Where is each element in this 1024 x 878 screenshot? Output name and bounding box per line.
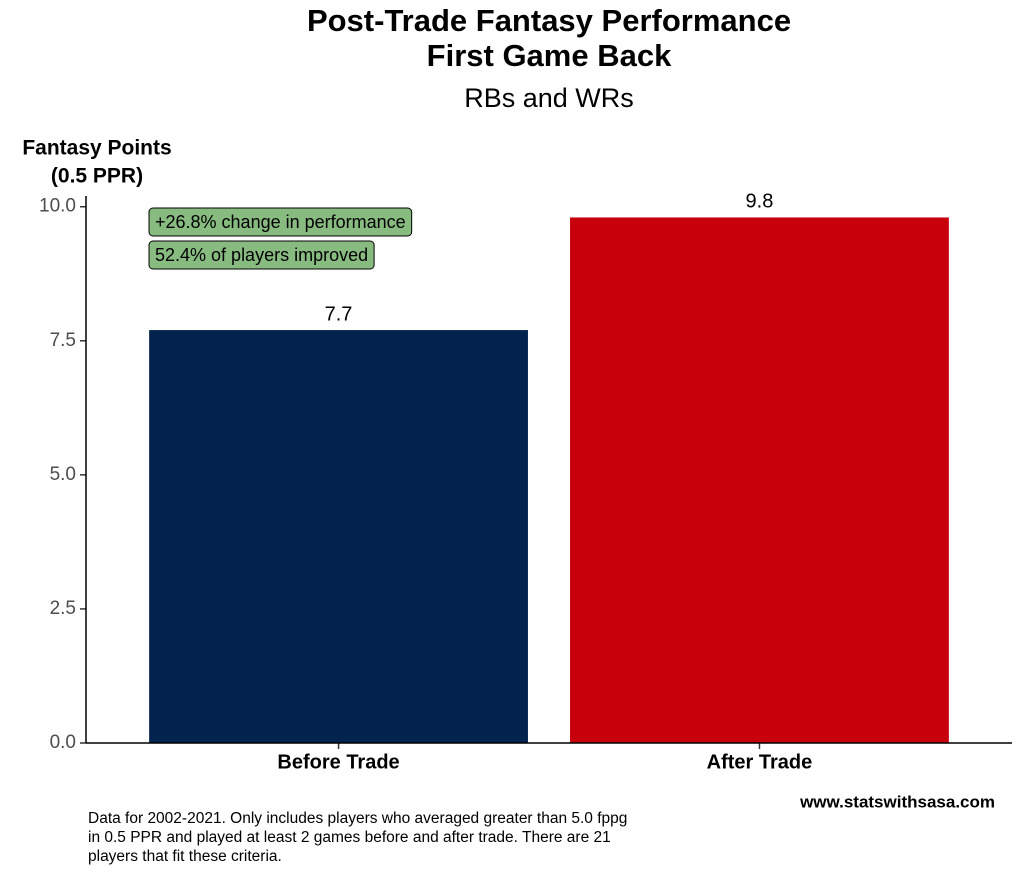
bar	[149, 330, 528, 743]
annotation: +26.8% change in performance	[155, 212, 406, 232]
x-tick-label: Before Trade	[277, 751, 399, 773]
chart-subtitle: RBs and WRs	[464, 83, 634, 113]
x-tick-label: After Trade	[707, 751, 813, 773]
annotation: 52.4% of players improved	[155, 245, 368, 265]
value-label: 9.8	[746, 191, 774, 213]
y-tick-label: 2.5	[50, 598, 76, 619]
y-tick-label: 10.0	[39, 196, 76, 217]
credit: www.statswithsasa.com	[799, 792, 995, 811]
caption: Data for 2002-2021. Only includes player…	[88, 810, 627, 827]
bar	[570, 217, 949, 743]
chart-title: Post-Trade Fantasy Performance	[307, 3, 791, 38]
y-tick-label: 5.0	[50, 464, 76, 485]
caption: players that fit these criteria.	[88, 848, 282, 865]
chart-title: First Game Back	[427, 38, 672, 73]
y-axis-label: Fantasy Points	[22, 137, 171, 160]
y-tick-label: 7.5	[50, 330, 76, 351]
annotation-box	[148, 207, 413, 237]
y-tick-label: 0.0	[50, 732, 76, 753]
value-label: 7.7	[325, 303, 353, 325]
annotation-box	[148, 240, 375, 270]
caption: in 0.5 PPR and played at least 2 games b…	[88, 829, 611, 846]
y-axis-label: (0.5 PPR)	[51, 165, 143, 188]
